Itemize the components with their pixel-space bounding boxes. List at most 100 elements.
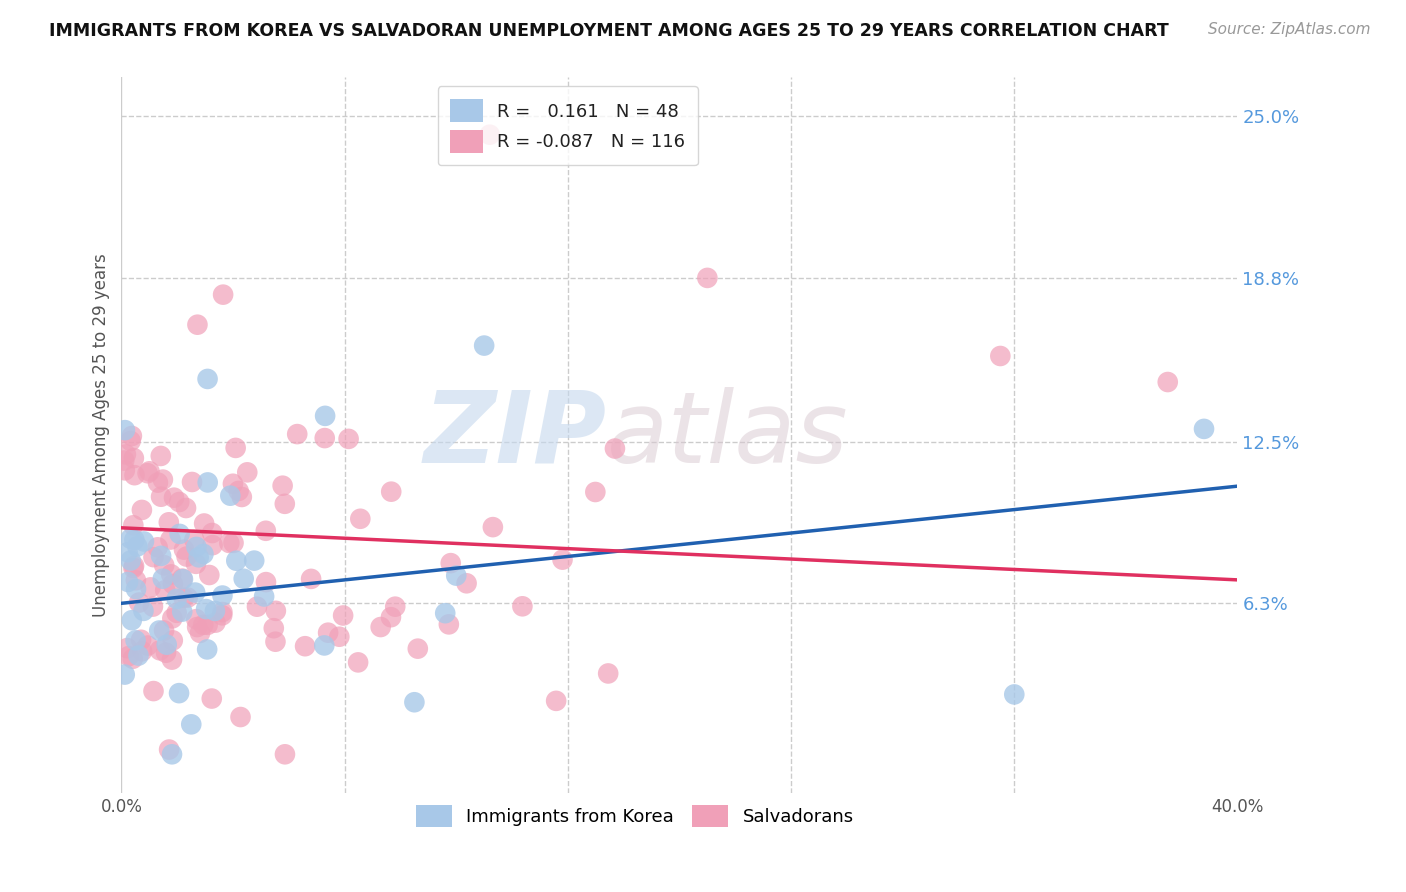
Point (155, 583, 177, 598)
Point (437, 617, 460, 632)
Point (183, 533, 205, 547)
Point (184, 585, 207, 599)
Point (195, 642, 218, 657)
Point (148, 624, 170, 638)
Point (146, 475, 169, 490)
Point (197, 475, 219, 490)
Point (127, 648, 149, 663)
Point (201, 691, 224, 706)
Point (124, 468, 146, 483)
Point (198, 568, 221, 582)
Point (166, 606, 188, 620)
Point (121, 652, 143, 666)
Point (132, 534, 155, 549)
Point (225, 554, 247, 568)
Point (115, 641, 138, 656)
Point (120, 532, 142, 546)
Point (124, 533, 146, 547)
Point (128, 596, 150, 610)
Point (314, 409, 336, 423)
Point (263, 621, 285, 635)
Point (125, 574, 148, 588)
Point (380, 484, 402, 499)
Point (204, 615, 226, 630)
Point (314, 431, 336, 445)
Point (163, 491, 186, 505)
Point (299, 572, 322, 586)
Point (187, 550, 209, 565)
Point (172, 605, 194, 619)
Point (159, 533, 181, 547)
Point (160, 652, 183, 666)
Point (120, 553, 142, 567)
Point (153, 624, 176, 638)
Point (197, 617, 219, 632)
Point (294, 639, 316, 653)
Point (186, 318, 208, 332)
Point (406, 641, 429, 656)
Point (169, 527, 191, 541)
Point (150, 549, 173, 563)
Point (197, 372, 219, 386)
Point (211, 605, 233, 619)
Point (546, 694, 568, 708)
Point (222, 476, 245, 491)
Point (124, 633, 146, 648)
Point (149, 449, 172, 463)
Point (180, 717, 202, 731)
Point (176, 591, 198, 605)
Point (193, 516, 215, 531)
Point (314, 639, 336, 653)
Point (160, 567, 183, 582)
Point (155, 646, 177, 660)
Point (181, 475, 204, 489)
Point (456, 576, 478, 591)
Point (152, 572, 174, 586)
Point (114, 667, 136, 681)
Point (117, 574, 139, 589)
Point (115, 447, 138, 461)
Point (122, 561, 145, 575)
Text: atlas: atlas (607, 387, 849, 483)
Point (162, 577, 184, 591)
Point (139, 581, 162, 595)
Point (512, 599, 534, 614)
Point (212, 287, 235, 301)
Point (478, 128, 501, 142)
Point (118, 649, 141, 664)
Point (114, 423, 136, 437)
Point (583, 485, 606, 500)
Point (142, 684, 165, 698)
Point (131, 503, 153, 517)
Point (264, 634, 287, 648)
Point (195, 602, 218, 616)
Point (157, 742, 180, 756)
Point (149, 643, 172, 657)
Point (166, 591, 188, 606)
Point (114, 463, 136, 477)
Point (434, 606, 457, 620)
Point (160, 747, 183, 762)
Point (349, 512, 371, 526)
Point (1157, 375, 1180, 389)
Point (122, 518, 145, 533)
Point (328, 630, 350, 644)
Point (274, 747, 297, 762)
Point (264, 604, 287, 618)
Point (337, 432, 360, 446)
Point (157, 516, 180, 530)
Point (219, 489, 242, 503)
Point (162, 633, 184, 648)
Point (193, 547, 215, 561)
Point (603, 442, 626, 456)
Point (211, 589, 233, 603)
Point (285, 427, 308, 442)
Point (440, 556, 463, 570)
Point (332, 608, 354, 623)
Point (162, 611, 184, 625)
Point (228, 483, 250, 498)
Point (201, 538, 224, 552)
Point (598, 666, 620, 681)
Point (696, 271, 718, 285)
Point (316, 625, 339, 640)
